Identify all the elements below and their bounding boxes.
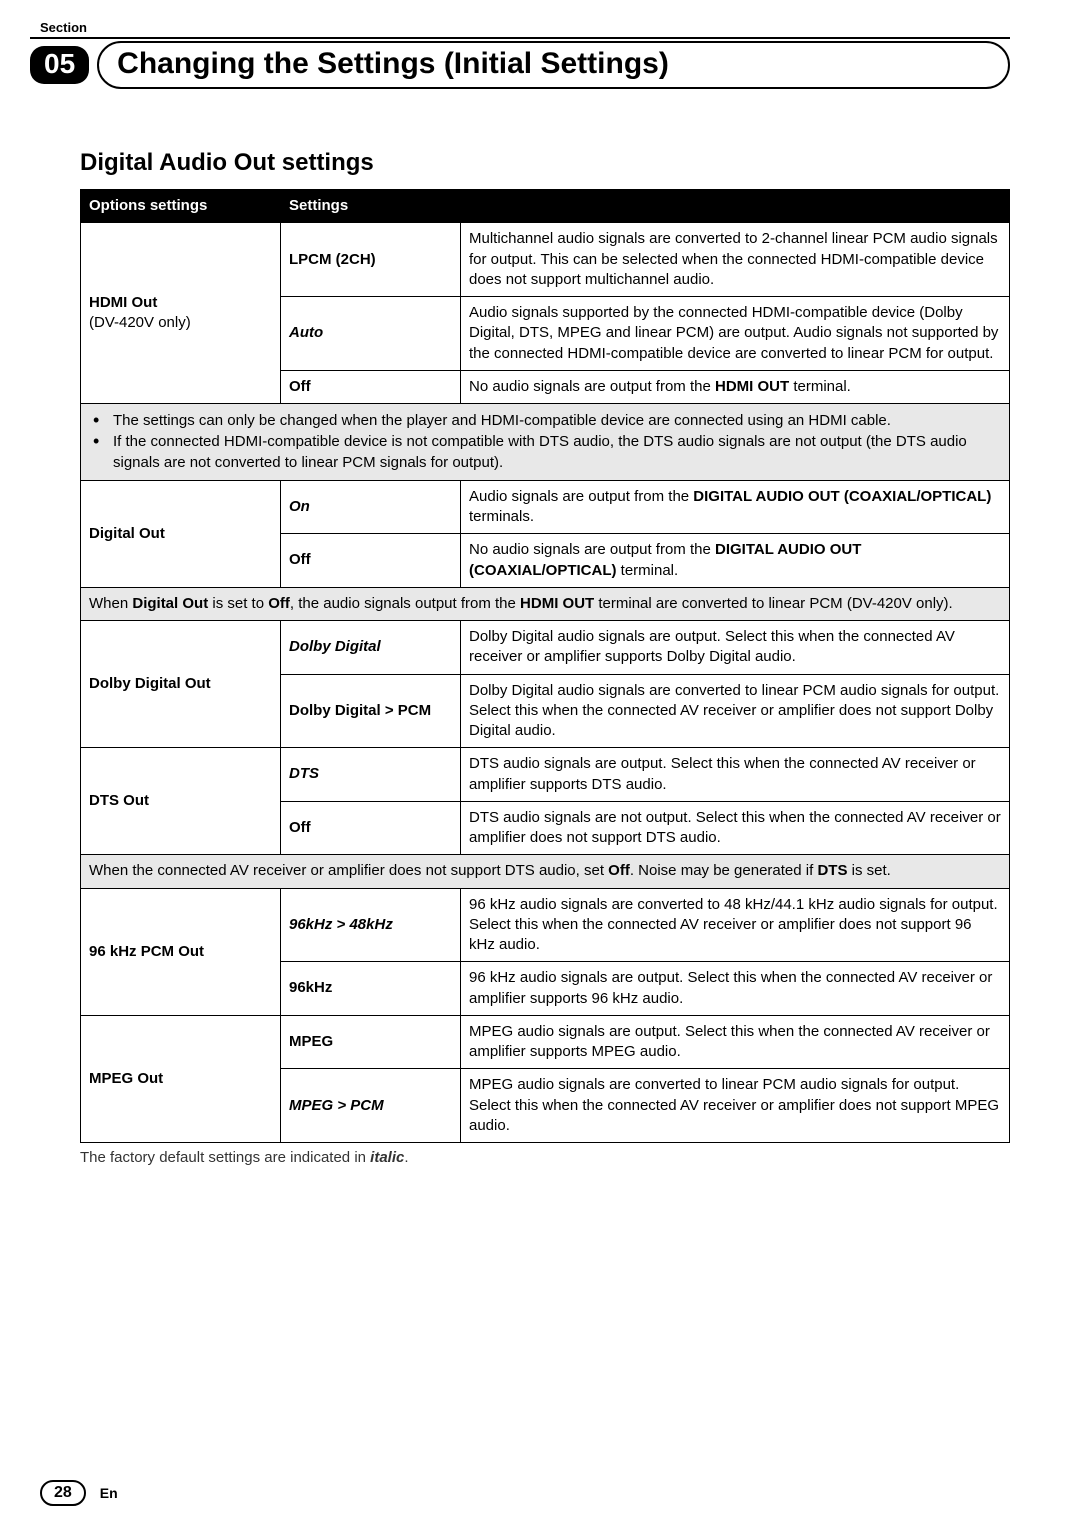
option-cell: 96 kHz PCM Out xyxy=(81,888,281,1015)
note-item: If the connected HDMI-compatible device … xyxy=(89,432,1001,473)
setting-cell: Off xyxy=(281,370,461,403)
setting-cell: Auto xyxy=(281,297,461,371)
setting-cell: Off xyxy=(281,534,461,588)
description-cell: 96 kHz audio signals are converted to 48… xyxy=(461,888,1010,962)
option-cell: MPEG Out xyxy=(81,1015,281,1142)
section-label: Section xyxy=(40,20,1010,35)
description-cell: DTS audio signals are output. Select thi… xyxy=(461,748,1010,802)
table-row: 96 kHz PCM Out96kHz > 48kHz96 kHz audio … xyxy=(81,888,1010,962)
setting-cell: MPEG > PCM xyxy=(281,1069,461,1143)
language-code: En xyxy=(100,1485,118,1501)
setting-cell: MPEG xyxy=(281,1015,461,1069)
section-number-badge: 05 xyxy=(30,46,89,84)
note-cell: When Digital Out is set to Off, the audi… xyxy=(81,587,1010,620)
setting-cell: Dolby Digital xyxy=(281,621,461,675)
chapter-pill: Changing the Settings (Initial Settings) xyxy=(97,41,1010,89)
table-row: Digital OutOnAudio signals are output fr… xyxy=(81,480,1010,534)
table-row: Dolby Digital OutDolby DigitalDolby Digi… xyxy=(81,621,1010,675)
setting-cell: LPCM (2CH) xyxy=(281,223,461,297)
setting-cell: DTS xyxy=(281,748,461,802)
description-cell: Multichannel audio signals are converted… xyxy=(461,223,1010,297)
page-footer: 28 En xyxy=(40,1480,118,1506)
subtitle-prefix: Digital Audio Out xyxy=(80,149,282,176)
top-rule xyxy=(30,37,1010,39)
note-cell: When the connected AV receiver or amplif… xyxy=(81,855,1010,888)
description-cell: DTS audio signals are not output. Select… xyxy=(461,801,1010,855)
note-row: The settings can only be changed when th… xyxy=(81,404,1010,481)
description-cell: Dolby Digital audio signals are output. … xyxy=(461,621,1010,675)
table-row: DTS OutDTSDTS audio signals are output. … xyxy=(81,748,1010,802)
description-cell: Audio signals supported by the connected… xyxy=(461,297,1010,371)
table-row: HDMI Out(DV-420V only)LPCM (2CH)Multicha… xyxy=(81,223,1010,297)
page-number: 28 xyxy=(40,1480,86,1506)
description-cell: Audio signals are output from the DIGITA… xyxy=(461,480,1010,534)
th-settings: Settings xyxy=(281,190,1010,223)
setting-cell: 96kHz xyxy=(281,962,461,1016)
note-row: When Digital Out is set to Off, the audi… xyxy=(81,587,1010,620)
option-cell: Digital Out xyxy=(81,480,281,587)
setting-cell: 96kHz > 48kHz xyxy=(281,888,461,962)
th-options: Options settings xyxy=(81,190,281,223)
factory-default-note: The factory default settings are indicat… xyxy=(80,1149,1010,1166)
setting-cell: Off xyxy=(281,801,461,855)
section-subtitle: Digital Audio Out settings xyxy=(80,149,1010,177)
description-cell: MPEG audio signals are output. Select th… xyxy=(461,1015,1010,1069)
option-cell: HDMI Out(DV-420V only) xyxy=(81,223,281,404)
description-cell: MPEG audio signals are converted to line… xyxy=(461,1069,1010,1143)
note-row: When the connected AV receiver or amplif… xyxy=(81,855,1010,888)
settings-table: Options settings Settings HDMI Out(DV-42… xyxy=(80,189,1010,1143)
description-cell: 96 kHz audio signals are output. Select … xyxy=(461,962,1010,1016)
note-item: The settings can only be changed when th… xyxy=(89,411,1001,431)
chapter-title: Changing the Settings (Initial Settings) xyxy=(117,47,669,80)
description-cell: No audio signals are output from the DIG… xyxy=(461,534,1010,588)
option-cell: DTS Out xyxy=(81,748,281,855)
setting-cell: On xyxy=(281,480,461,534)
note-cell: The settings can only be changed when th… xyxy=(81,404,1010,481)
subtitle-suffix: settings xyxy=(282,149,374,176)
setting-cell: Dolby Digital > PCM xyxy=(281,674,461,748)
option-cell: Dolby Digital Out xyxy=(81,621,281,748)
description-cell: No audio signals are output from the HDM… xyxy=(461,370,1010,403)
table-row: MPEG OutMPEGMPEG audio signals are outpu… xyxy=(81,1015,1010,1069)
description-cell: Dolby Digital audio signals are converte… xyxy=(461,674,1010,748)
